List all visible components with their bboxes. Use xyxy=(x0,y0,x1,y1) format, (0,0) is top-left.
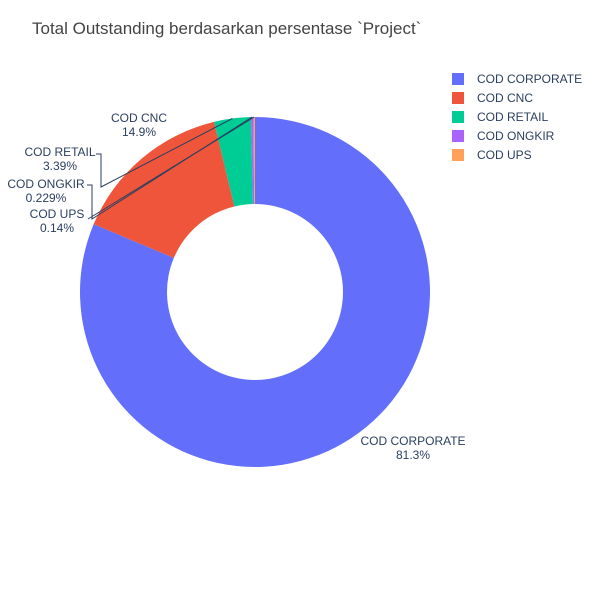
slice-cod-ongkir[interactable] xyxy=(250,117,255,205)
legend-swatch xyxy=(452,130,464,142)
label-percent-3: 0.229% xyxy=(26,191,67,205)
label-percent-1: 14.9% xyxy=(122,125,156,139)
label-percent-0: 81.3% xyxy=(396,448,430,462)
legend-swatch xyxy=(452,92,464,104)
label-name-2: COD RETAIL xyxy=(24,145,95,159)
label-percent-4: 0.14% xyxy=(40,221,74,235)
chart-title: Total Outstanding berdasarkan persentase… xyxy=(32,19,421,38)
leader-line-4 xyxy=(87,116,255,220)
legend-item-cod-corporate[interactable]: COD CORPORATE xyxy=(452,72,582,86)
donut-slices xyxy=(80,117,430,467)
slice-cod-retail[interactable] xyxy=(214,117,253,207)
legend: COD CORPORATE COD CNC COD RETAIL COD ONGKIR… xyxy=(452,72,582,162)
legend-label: COD UPS xyxy=(477,148,532,162)
legend-swatch xyxy=(452,73,464,85)
slice-cod-cnc[interactable] xyxy=(93,121,235,258)
legend-swatch xyxy=(452,111,464,123)
legend-swatch xyxy=(452,149,464,161)
leader-line-3 xyxy=(87,116,253,220)
slice-cod-ups[interactable] xyxy=(253,117,255,205)
legend-label: COD ONGKIR xyxy=(477,129,555,143)
legend-label: COD CNC xyxy=(477,91,533,105)
label-name-4: COD UPS xyxy=(30,207,85,221)
leader-line-2 xyxy=(96,118,233,188)
slice-cod-corporate[interactable] xyxy=(80,117,430,467)
label-name-1: COD CNC xyxy=(111,111,167,125)
label-name-3: COD ONGKIR xyxy=(7,177,85,191)
label-percent-2: 3.39% xyxy=(43,159,77,173)
legend-item-cod-retail[interactable]: COD RETAIL xyxy=(452,110,548,124)
label-name-0: COD CORPORATE xyxy=(360,434,465,448)
legend-label: COD RETAIL xyxy=(477,110,548,124)
legend-item-cod-ongkir[interactable]: COD ONGKIR xyxy=(452,129,555,143)
legend-item-cod-ups[interactable]: COD UPS xyxy=(452,148,532,162)
legend-label: COD CORPORATE xyxy=(477,72,582,86)
legend-item-cod-cnc[interactable]: COD CNC xyxy=(452,91,533,105)
